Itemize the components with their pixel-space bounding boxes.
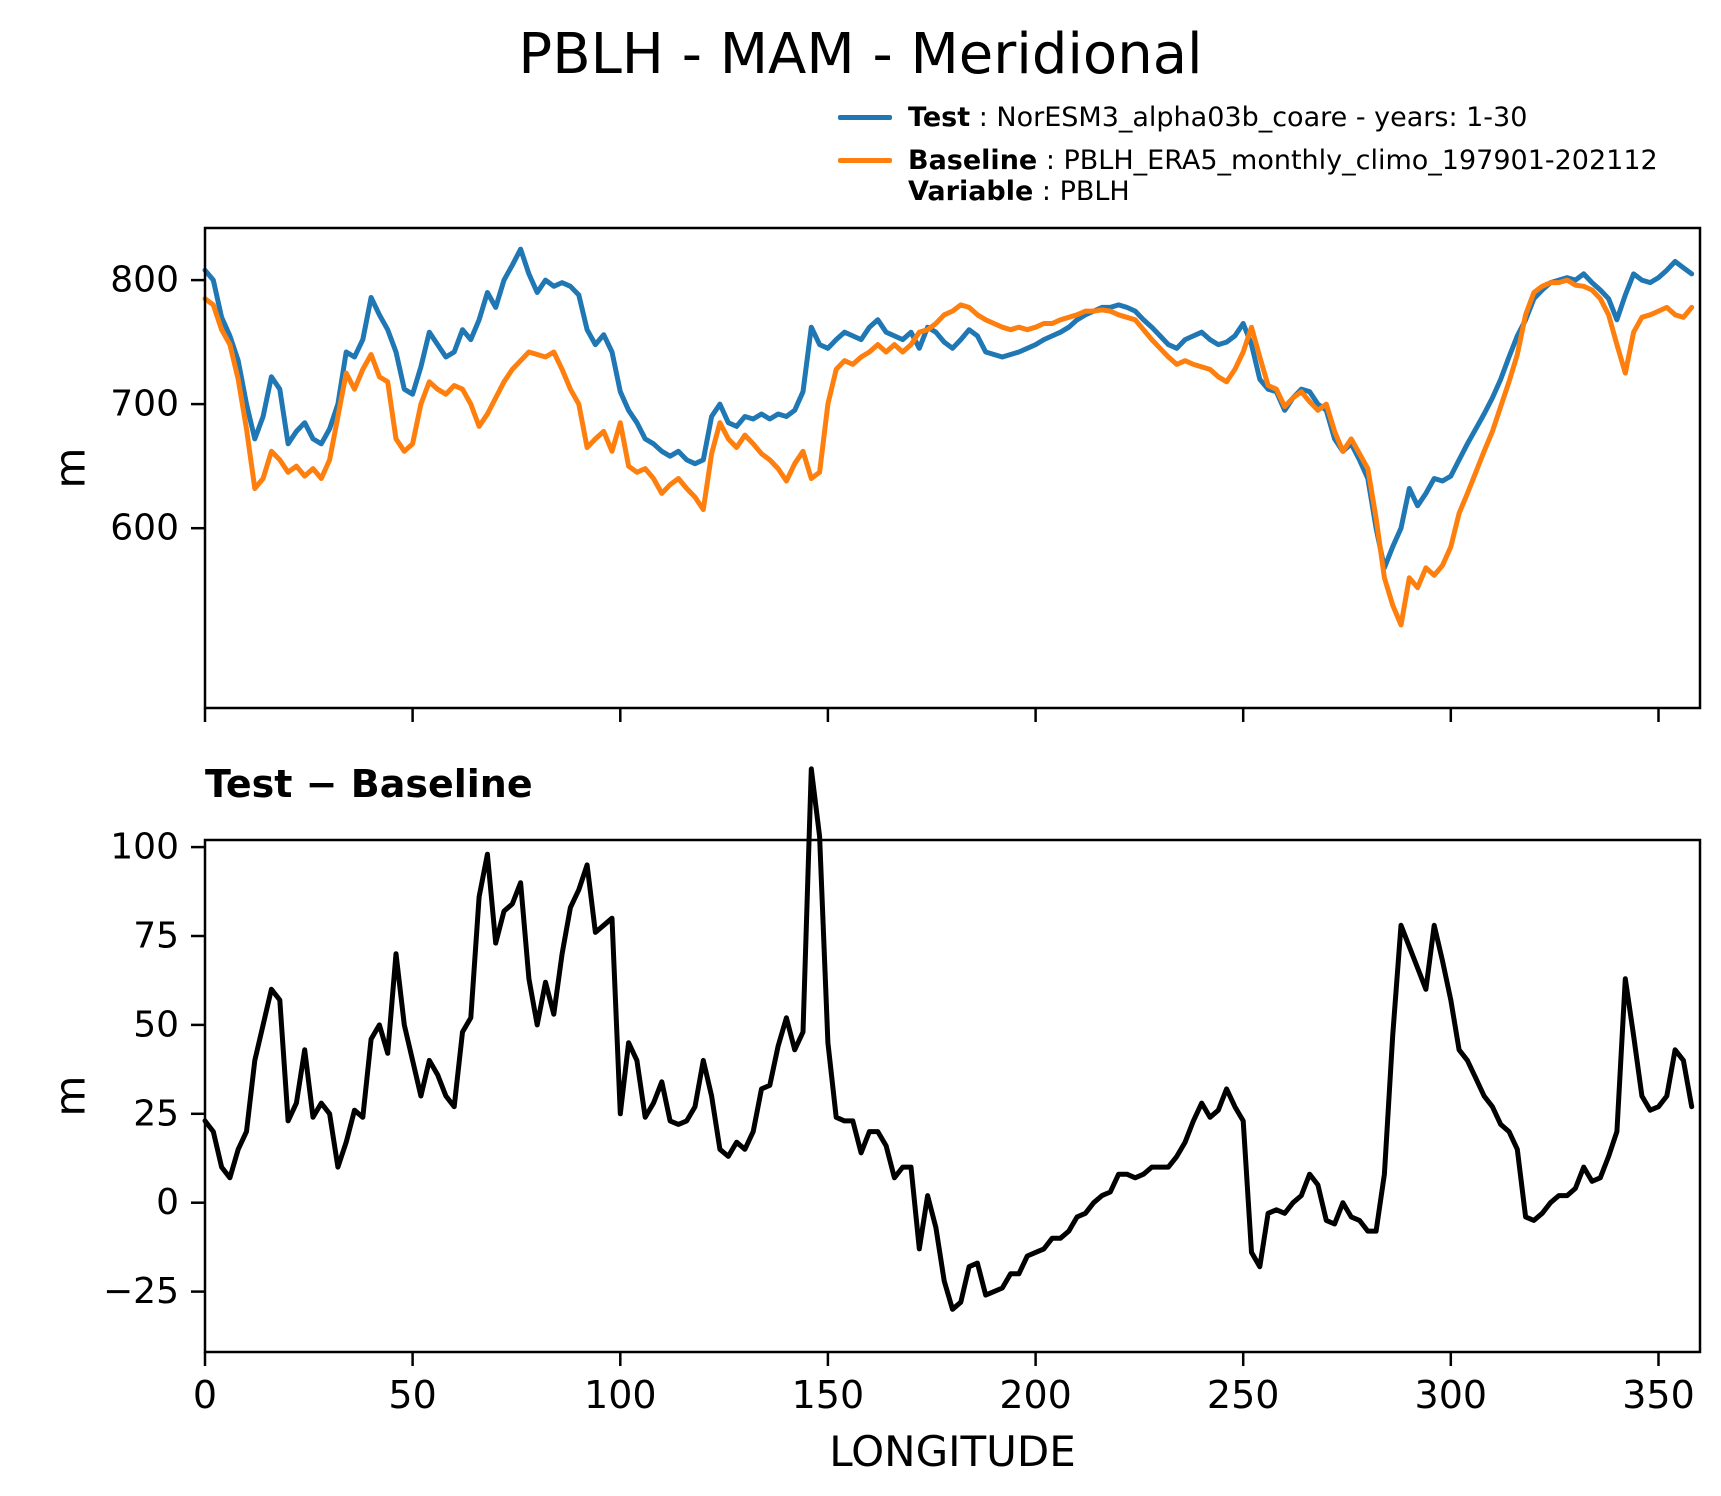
legend-item-variable: Variable : PBLH [838, 176, 1658, 207]
legend-baseline-value: : PBLH_ERA5_monthly_climo_197901-202112 [1037, 145, 1658, 176]
svg-text:LONGITUDE: LONGITUDE [829, 1427, 1076, 1476]
svg-text:m: m [46, 1076, 95, 1117]
svg-text:350: 350 [1622, 1373, 1695, 1417]
legend-baseline-key: Baseline [908, 145, 1038, 176]
baseline-line-swatch [838, 158, 892, 163]
legend: Test : NorESM3_alpha03b_coare - years: 1… [838, 102, 1658, 207]
chart-title: PBLH - MAM - Meridional [518, 22, 1203, 87]
svg-text:200: 200 [999, 1373, 1072, 1417]
legend-item-test: Test : NorESM3_alpha03b_coare - years: 1… [838, 102, 1658, 133]
svg-text:150: 150 [792, 1373, 865, 1417]
svg-text:−25: −25 [103, 1271, 179, 1312]
svg-text:50: 50 [133, 1004, 179, 1045]
svg-text:250: 250 [1207, 1373, 1280, 1417]
legend-test-value: : NorESM3_alpha03b_coare - years: 1-30 [970, 102, 1528, 133]
svg-text:25: 25 [133, 1093, 179, 1134]
svg-text:0: 0 [156, 1182, 179, 1223]
test-line-swatch [838, 115, 892, 120]
legend-item-baseline-label: Baseline : PBLH_ERA5_monthly_climo_19790… [908, 145, 1658, 176]
svg-text:100: 100 [584, 1373, 657, 1417]
svg-text:300: 300 [1415, 1373, 1488, 1417]
legend-test-key: Test [908, 102, 971, 133]
legend-item-test-label: Test : NorESM3_alpha03b_coare - years: 1… [908, 102, 1527, 133]
svg-text:100: 100 [110, 827, 179, 868]
svg-text:50: 50 [388, 1373, 436, 1417]
legend-item-variable-label: Variable : PBLH [908, 176, 1130, 207]
svg-text:m: m [46, 448, 95, 489]
difference-panel-title: Test − Baseline [205, 762, 533, 806]
legend-item-baseline: Baseline : PBLH_ERA5_monthly_climo_19790… [838, 145, 1658, 176]
svg-text:800: 800 [110, 260, 179, 301]
svg-text:600: 600 [110, 508, 179, 549]
legend-variable-value: : PBLH [1033, 176, 1130, 207]
svg-text:700: 700 [110, 384, 179, 425]
svg-text:0: 0 [193, 1373, 217, 1417]
svg-text:75: 75 [133, 916, 179, 957]
legend-variable-key: Variable [908, 176, 1034, 207]
